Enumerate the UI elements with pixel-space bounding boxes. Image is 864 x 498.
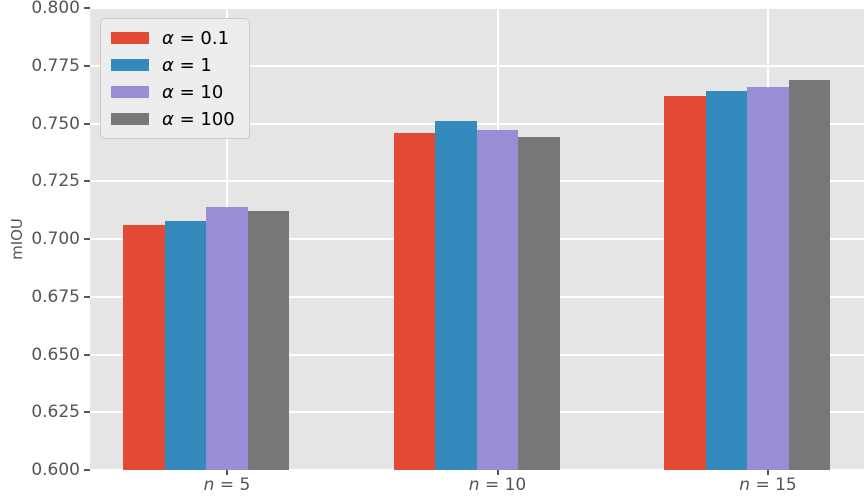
legend-swatch	[111, 113, 149, 125]
y-tick-label: 0.625	[31, 402, 80, 423]
y-tick-mark	[84, 180, 90, 183]
y-tick-label: 0.750	[31, 113, 80, 134]
legend-label: α = 100	[162, 108, 235, 130]
gridline-horizontal	[90, 469, 864, 471]
bar-α=10-n=10	[476, 130, 519, 470]
math-variable: α	[162, 108, 174, 130]
x-tick-label: n = 10	[468, 475, 527, 495]
y-tick-mark	[84, 122, 90, 125]
legend: α = 0.1 α = 1 α = 10 α = 100	[100, 18, 250, 139]
legend-label: α = 10	[162, 81, 224, 103]
y-tick-label: 0.650	[31, 344, 80, 365]
bar-α=10-n=5	[206, 206, 248, 470]
y-tick-mark	[84, 238, 90, 240]
math-variable: n	[739, 475, 751, 495]
math-variable: n	[468, 475, 480, 495]
y-tick-mark	[84, 411, 90, 414]
y-tick-mark	[84, 353, 90, 356]
math-variable: n	[203, 475, 215, 495]
bar-α=0.1-n=10	[393, 132, 436, 470]
legend-swatch	[111, 59, 149, 71]
bar-α=100-n=15	[788, 79, 831, 470]
y-tick-label: 0.775	[31, 55, 80, 76]
bar-α=100-n=5	[247, 211, 290, 470]
legend-row: α = 10	[111, 80, 235, 104]
math-variable: α	[162, 54, 174, 76]
plot-area	[90, 7, 864, 471]
x-tick-label: n = 15	[739, 475, 797, 495]
y-tick-label: 0.700	[31, 229, 80, 249]
bar-α=1-n=5	[164, 220, 207, 470]
y-tick-label: 0.800	[31, 0, 80, 18]
bar-α=1-n=15	[705, 91, 748, 470]
math-variable: α	[162, 27, 174, 49]
x-tick-label: n = 5	[203, 475, 251, 495]
legend-row: α = 100	[111, 107, 235, 131]
y-tick-label: 0.725	[31, 171, 80, 192]
bar-α=1-n=10	[435, 121, 477, 470]
bar-α=0.1-n=5	[123, 225, 165, 470]
legend-label: α = 1	[162, 54, 212, 76]
legend-label: α = 0.1	[162, 27, 230, 49]
x-tick-mark	[767, 470, 770, 475]
gridline-horizontal	[90, 64, 864, 67]
bar-α=0.1-n=15	[664, 95, 706, 470]
y-tick-mark	[84, 7, 90, 9]
gridline-horizontal	[90, 7, 864, 9]
bar-α=100-n=10	[518, 137, 560, 470]
x-tick-mark	[225, 470, 228, 475]
legend-swatch	[111, 32, 149, 44]
legend-row: α = 1	[111, 53, 235, 77]
y-tick-mark	[84, 295, 90, 298]
bar-α=10-n=15	[747, 86, 789, 470]
gridline-horizontal	[90, 122, 864, 125]
math-variable: α	[162, 81, 174, 103]
legend-swatch	[111, 86, 149, 98]
y-tick-mark	[84, 64, 90, 67]
x-tick-mark	[496, 470, 499, 475]
y-tick-label: 0.600	[31, 460, 80, 480]
legend-row: α = 0.1	[111, 26, 235, 50]
y-tick-label: 0.675	[31, 286, 80, 307]
y-tick-mark	[84, 469, 90, 471]
